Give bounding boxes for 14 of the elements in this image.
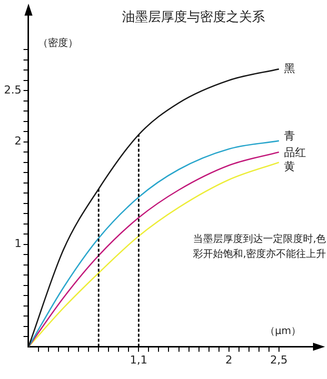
y-axis-title: （密度） xyxy=(38,36,78,50)
x-tick-label: 2,5 xyxy=(270,353,288,366)
annotation: 当墨层厚度到达一定限度时,色彩开始饱和,密度亦不能往上升 xyxy=(193,232,327,262)
chart-title: 油墨层厚度与密度之关系 xyxy=(121,9,266,26)
y-tick-label: 2 xyxy=(14,134,22,148)
x-tick-label: 2 xyxy=(225,353,232,366)
series-label: 品红 xyxy=(284,146,306,159)
series-label: 黑 xyxy=(284,62,295,75)
series-label: 黄 xyxy=(284,160,295,174)
x-tick-label: 1,1 xyxy=(130,353,148,366)
series-label: 青 xyxy=(284,130,295,143)
y-tick-label: 2.5 xyxy=(4,83,22,96)
y-tick-label: 1 xyxy=(14,237,22,250)
x-axis-title: （μm） xyxy=(265,325,302,338)
